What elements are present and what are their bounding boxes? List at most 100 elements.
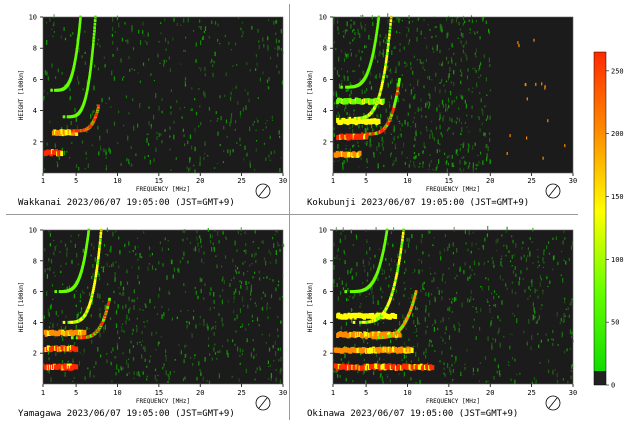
noise-mark [460, 143, 462, 146]
noise-mark [418, 165, 420, 168]
noise-mark [371, 123, 373, 129]
noise-mark [463, 271, 465, 275]
noise-mark [366, 161, 369, 164]
echo-trace-point [79, 18, 82, 22]
noise-mark [555, 236, 557, 241]
echo-trace-point [76, 43, 79, 47]
echo-trace-point [73, 58, 77, 62]
noise-mark [413, 346, 415, 348]
noise-mark [430, 293, 433, 296]
echo-trace-point [382, 75, 385, 79]
noise-mark [132, 328, 134, 332]
noise-mark [103, 327, 105, 329]
noise-mark [239, 144, 241, 146]
noise-mark [243, 305, 245, 307]
noise-mark [96, 42, 99, 46]
noise-mark [431, 280, 433, 283]
noise-mark [485, 118, 487, 122]
noise-mark [552, 343, 554, 346]
y-tick-label: 10 [29, 227, 37, 235]
noise-mark [333, 16, 335, 22]
echo-trace-point [365, 132, 369, 136]
noise-mark [203, 321, 205, 327]
noise-mark [120, 281, 122, 286]
noise-mark [494, 304, 497, 308]
echo-trace-point [381, 79, 385, 83]
noise-mark [275, 20, 277, 24]
noise-mark [173, 267, 175, 272]
echo-trace-point [97, 253, 100, 257]
noise-mark [242, 349, 244, 353]
noise-mark [202, 35, 204, 40]
noise-mark [79, 297, 81, 299]
noise-mark [128, 372, 130, 374]
noise-mark [148, 121, 150, 126]
echo-trace-point [378, 91, 382, 95]
noise-mark [456, 274, 458, 277]
noise-mark [132, 98, 134, 102]
noise-mark [526, 136, 528, 140]
noise-mark [244, 231, 246, 234]
noise-mark [46, 274, 48, 279]
echo-trace-point [357, 116, 361, 120]
noise-mark [335, 101, 337, 104]
noise-mark [161, 110, 163, 114]
noise-mark [368, 261, 370, 266]
noise-mark [464, 160, 466, 165]
noise-mark [393, 128, 395, 133]
noise-mark [417, 81, 419, 86]
noise-mark [477, 116, 479, 118]
noise-mark [542, 289, 544, 295]
noise-mark [487, 301, 489, 303]
noise-mark [404, 287, 406, 291]
noise-mark [463, 156, 465, 159]
noise-mark [135, 153, 137, 156]
noise-mark [71, 260, 73, 264]
noise-mark [255, 252, 257, 256]
echo-trace-point [413, 296, 416, 300]
echo-trace-point [383, 70, 386, 74]
noise-mark [489, 64, 491, 67]
noise-mark [445, 325, 447, 331]
noise-mark [349, 296, 351, 298]
noise-mark [44, 268, 46, 273]
noise-mark [470, 274, 472, 276]
noise-mark [268, 347, 271, 352]
x-tick-label: 25 [237, 177, 245, 185]
noise-mark [399, 18, 401, 20]
noise-mark [165, 370, 167, 375]
echo-trace-point [412, 299, 415, 303]
noise-mark [366, 141, 368, 144]
noise-layer [43, 227, 285, 384]
colorbar-tick-label: 150 [611, 193, 624, 201]
noise-mark [522, 277, 524, 280]
noise-mark [434, 86, 436, 92]
noise-mark [522, 241, 524, 244]
noise-mark [430, 159, 432, 163]
noise-mark [375, 227, 377, 231]
noise-mark [448, 243, 450, 248]
noise-mark [383, 141, 385, 143]
noise-mark [198, 25, 200, 28]
noise-mark [163, 314, 165, 317]
noise-mark [486, 94, 488, 96]
noise-mark [200, 238, 202, 244]
noise-mark [167, 380, 169, 383]
noise-mark [405, 345, 407, 348]
noise-mark [280, 356, 282, 362]
noise-mark [194, 246, 197, 252]
y-axis-label: HEIGHT [100km] [18, 282, 25, 333]
echo-trace-point [95, 269, 98, 273]
noise-mark [386, 68, 388, 71]
noise-mark [345, 282, 347, 287]
noise-mark [362, 259, 364, 265]
noise-mark [390, 339, 392, 344]
echo-trace-point [381, 254, 384, 258]
noise-mark [398, 373, 400, 375]
noise-mark [137, 258, 139, 261]
echo-trace-point [381, 77, 385, 81]
echo-trace-point [89, 69, 92, 73]
echo-trace-point [388, 33, 391, 37]
noise-mark [474, 32, 476, 35]
noise-mark [385, 277, 387, 280]
